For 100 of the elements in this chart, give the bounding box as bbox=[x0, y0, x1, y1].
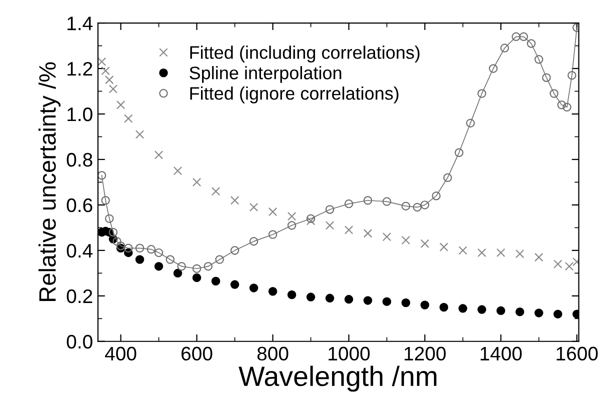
point bbox=[108, 84, 118, 94]
point bbox=[512, 32, 520, 42]
point bbox=[534, 308, 544, 318]
y-axis-title: Relative uncertainty /% bbox=[38, 62, 61, 301]
point bbox=[496, 248, 506, 258]
y-tick-label: 1.0 bbox=[68, 107, 92, 122]
point bbox=[177, 262, 186, 271]
point bbox=[363, 196, 372, 205]
x-tick-label: 1600 bbox=[556, 346, 598, 361]
x-axis-title: Wavelength /nm bbox=[238, 366, 436, 392]
x-tick-label: 1200 bbox=[404, 346, 446, 361]
point bbox=[124, 114, 133, 123]
point bbox=[344, 199, 354, 208]
point bbox=[382, 197, 392, 206]
point bbox=[211, 186, 220, 196]
point bbox=[101, 66, 110, 76]
point bbox=[268, 230, 278, 239]
y-tick-label: 0.4 bbox=[66, 244, 93, 258]
point bbox=[230, 196, 240, 205]
point bbox=[420, 200, 430, 210]
y-tick-label: 1.4 bbox=[68, 16, 93, 30]
point bbox=[173, 166, 182, 176]
point bbox=[268, 207, 278, 216]
y-tick-label: 1.2 bbox=[68, 62, 92, 76]
point bbox=[420, 239, 430, 248]
point bbox=[287, 221, 296, 230]
x-tick-label: 600 bbox=[182, 346, 212, 361]
point bbox=[204, 262, 213, 271]
point bbox=[553, 260, 562, 268]
point bbox=[112, 236, 122, 246]
point bbox=[192, 264, 202, 273]
point bbox=[401, 236, 410, 245]
point bbox=[515, 307, 524, 316]
point bbox=[249, 202, 258, 212]
point bbox=[306, 292, 316, 302]
point bbox=[344, 226, 354, 234]
y-tick-label: 0.6 bbox=[66, 198, 92, 212]
legend-label: Fitted (including correlations) bbox=[190, 46, 420, 62]
point bbox=[98, 171, 106, 180]
point bbox=[230, 246, 240, 255]
y-tick-label: 0.8 bbox=[66, 152, 92, 167]
point bbox=[382, 232, 392, 242]
point bbox=[108, 228, 118, 237]
point bbox=[287, 212, 296, 221]
point bbox=[542, 73, 551, 82]
point bbox=[519, 32, 528, 42]
point bbox=[496, 306, 506, 316]
point bbox=[458, 304, 468, 313]
point bbox=[401, 298, 410, 308]
point bbox=[568, 70, 576, 80]
point bbox=[439, 242, 448, 252]
point bbox=[466, 118, 475, 128]
legend-label: Fitted (ignore correlations) bbox=[190, 86, 398, 104]
x-tick-label: 1400 bbox=[480, 346, 522, 361]
point bbox=[101, 196, 110, 205]
point bbox=[557, 100, 566, 110]
point bbox=[564, 262, 574, 271]
legend-label: Spline interpolation bbox=[190, 66, 342, 83]
point bbox=[534, 252, 544, 262]
point bbox=[412, 202, 422, 212]
point bbox=[135, 130, 144, 139]
point bbox=[325, 221, 334, 230]
point bbox=[458, 246, 468, 255]
point bbox=[268, 286, 278, 296]
point bbox=[439, 302, 448, 312]
point bbox=[488, 64, 498, 73]
point bbox=[534, 55, 544, 64]
x-tick-label: 800 bbox=[257, 346, 288, 361]
point bbox=[287, 290, 296, 300]
point bbox=[135, 255, 144, 264]
x-tick-label: 400 bbox=[104, 346, 136, 361]
point bbox=[443, 173, 452, 182]
point bbox=[477, 305, 486, 314]
point bbox=[173, 268, 182, 278]
point bbox=[562, 102, 572, 112]
y-tick-label: 0.0 bbox=[66, 334, 92, 349]
point bbox=[363, 228, 372, 238]
point bbox=[432, 191, 441, 200]
point bbox=[192, 178, 202, 187]
point bbox=[116, 100, 126, 110]
y-tick-label: 0.2 bbox=[66, 289, 92, 304]
point bbox=[526, 39, 536, 48]
point bbox=[211, 276, 220, 286]
point bbox=[325, 205, 334, 214]
point bbox=[477, 248, 486, 258]
point bbox=[306, 214, 316, 223]
point bbox=[401, 202, 410, 210]
point bbox=[420, 300, 430, 310]
point bbox=[215, 255, 224, 264]
point bbox=[500, 44, 510, 52]
point bbox=[146, 244, 156, 254]
point bbox=[515, 249, 524, 258]
point bbox=[550, 89, 558, 98]
point bbox=[249, 236, 258, 246]
point bbox=[124, 244, 133, 253]
point bbox=[135, 244, 144, 253]
point bbox=[363, 296, 372, 305]
point bbox=[344, 294, 354, 304]
point bbox=[116, 242, 126, 250]
point bbox=[454, 148, 464, 158]
